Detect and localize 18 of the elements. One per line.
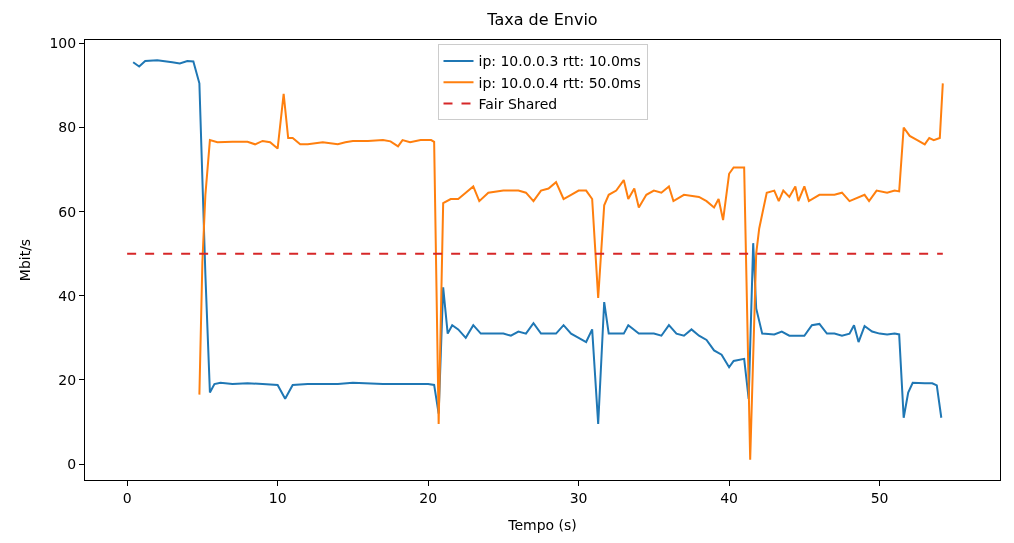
legend-label: ip: 10.0.0.4 rtt: 50.0ms [478, 74, 641, 91]
x-tick-label: 40 [720, 489, 739, 506]
y-tick-label: 20 [58, 371, 77, 388]
y-tick-label: 80 [58, 119, 77, 136]
x-tick-label: 30 [569, 489, 588, 506]
y-tick-label: 100 [49, 35, 77, 52]
x-tick-label: 50 [870, 489, 889, 506]
legend-label: ip: 10.0.0.3 rtt: 10.0ms [478, 53, 641, 70]
x-axis-title: Tempo (s) [507, 517, 577, 534]
y-tick-label: 0 [67, 455, 77, 472]
x-tick-label: 0 [122, 489, 132, 506]
y-tick-label: 40 [58, 287, 77, 304]
x-tick-label: 20 [419, 489, 438, 506]
chart-title: Taxa de Envio [486, 9, 598, 29]
y-tick-label: 60 [58, 203, 77, 220]
legend-label: Fair Shared [478, 95, 558, 112]
x-tick-label: 10 [268, 489, 287, 506]
y-axis-title: Mbit/s [17, 238, 34, 282]
